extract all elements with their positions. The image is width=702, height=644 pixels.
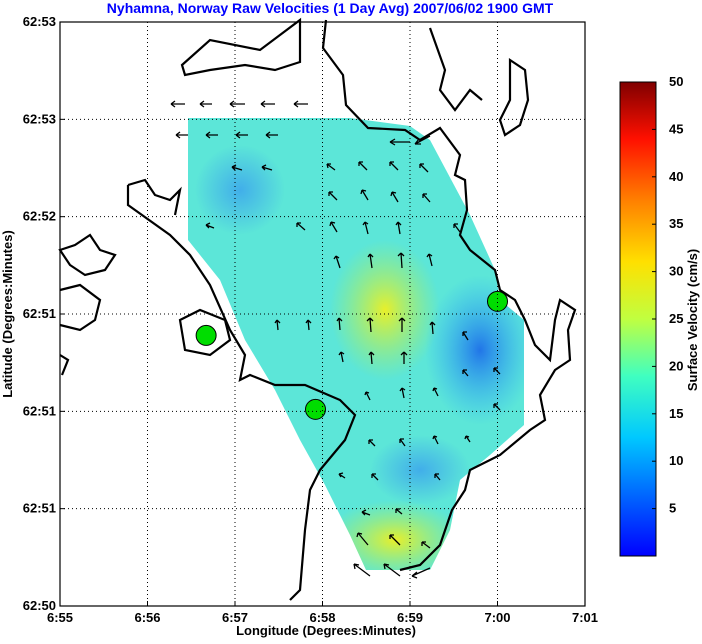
vector-arrows	[170, 100, 501, 579]
x-tick-label: 6:57	[222, 610, 248, 625]
colorbar-tick-label: 10	[669, 453, 683, 468]
colorbar-tick-label: 25	[669, 311, 683, 326]
x-tick-label: 6:56	[134, 610, 160, 625]
colorbar-label: Surface Velocity (cm/s)	[685, 249, 700, 391]
colorbar-ticks: 5 10 15 20 25 30 35 40 45 50	[652, 74, 683, 516]
radar-sites	[195, 290, 508, 420]
x-tick-label: 6:59	[397, 610, 423, 625]
x-tick-label: 6:58	[309, 610, 335, 625]
colorbar-tick-label: 15	[669, 406, 683, 421]
y-axis-label: Latitude (Degrees:Minutes)	[0, 230, 15, 398]
x-tick-label: 7:00	[484, 610, 510, 625]
y-tick-label: 62:51	[23, 501, 56, 516]
colorbar-tick-label: 5	[669, 501, 676, 516]
chart-title: Nyhamna, Norway Raw Velocities (1 Day Av…	[107, 0, 554, 16]
colorbar-gradient	[619, 81, 657, 557]
colorbar-tick-label: 40	[669, 169, 683, 184]
y-tick-label: 62:50	[23, 598, 56, 613]
radar-site-marker	[487, 290, 508, 312]
radar-site-marker	[195, 324, 217, 346]
x-axis-label: Longitude (Degrees:Minutes)	[236, 623, 416, 638]
y-tick-label: 62:51	[23, 403, 56, 418]
x-axis: 6:55 6:56 6:57 6:58 6:59 7:00 7:01	[47, 601, 598, 625]
coastline	[58, 17, 577, 601]
y-axis: 62:50 62:51 62:51 62:51 62:52 62:53 62:53	[23, 14, 65, 613]
colorbar-tick-label: 45	[669, 121, 683, 136]
radar-site-marker	[305, 398, 326, 420]
y-tick-label: 62:51	[23, 306, 56, 321]
x-tick-label: 6:55	[47, 610, 73, 625]
colorbar-tick-label: 20	[669, 358, 683, 373]
y-tick-label: 62:53	[23, 111, 56, 126]
grid	[60, 22, 585, 606]
colorbar-tick-label: 35	[669, 216, 683, 231]
colorbar: 5 10 15 20 25 30 35 40 45 50 Surface Velocity (cm…	[619, 74, 700, 557]
y-tick-label: 62:52	[23, 209, 56, 224]
y-tick-label: 62:53	[23, 14, 56, 29]
velocity-field	[188, 118, 524, 570]
colorbar-tick-label: 30	[669, 264, 683, 279]
x-tick-label: 7:01	[572, 610, 598, 625]
colorbar-tick-label: 50	[669, 74, 683, 89]
